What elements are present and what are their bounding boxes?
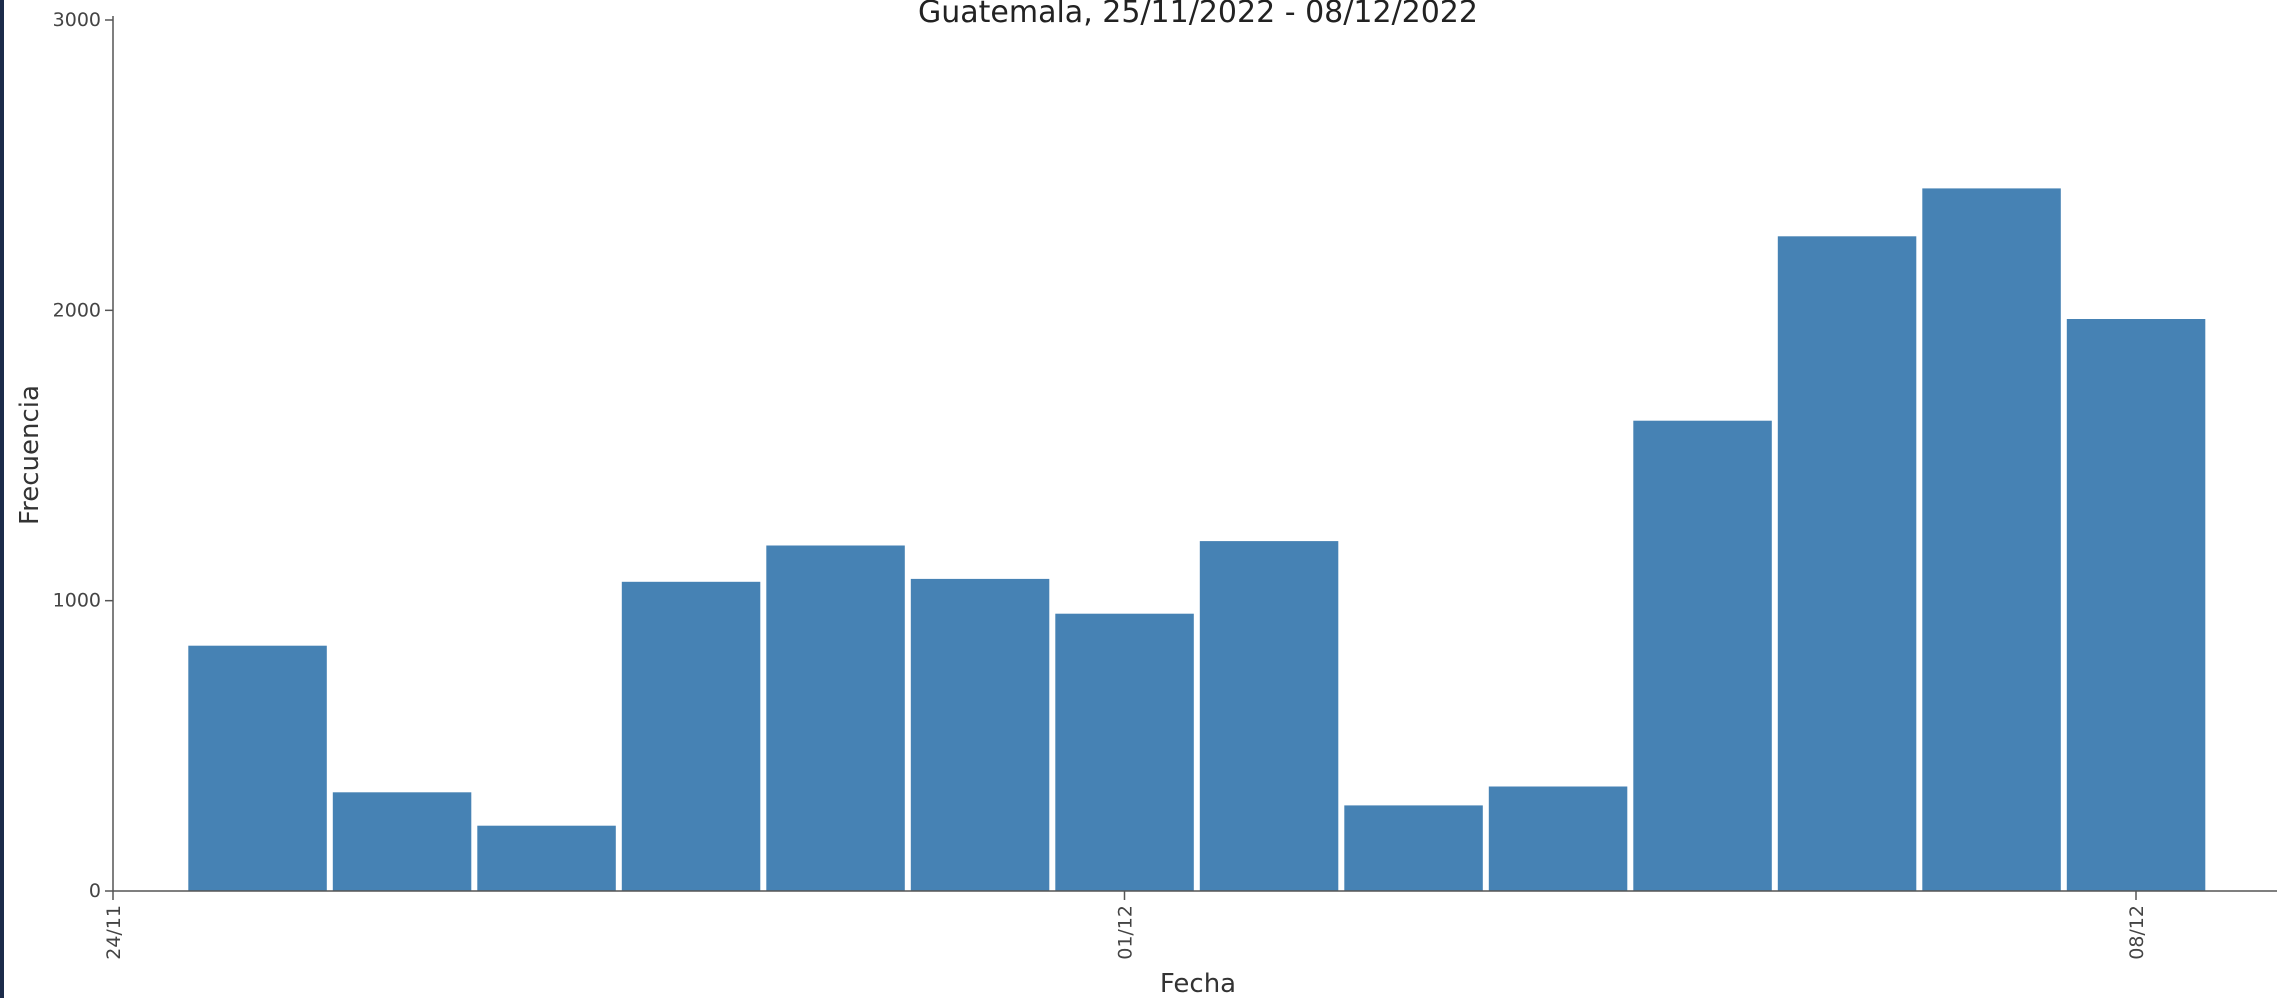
bar-29/11: [766, 545, 905, 891]
bar-25/11: [188, 645, 327, 891]
bar-06/12: [1777, 236, 1917, 892]
y-tick-label: 2000: [53, 299, 101, 321]
chart-title: Guatemala, 25/11/2022 - 08/12/2022: [918, 0, 1478, 30]
bar-01/12: [1055, 613, 1194, 891]
y-tick-label: 0: [89, 880, 101, 902]
bar-08/12: [2066, 319, 2206, 891]
x-axis-title: Fecha: [1160, 969, 1236, 998]
bar-05/12: [1633, 420, 1772, 891]
bar-27/11: [477, 825, 616, 891]
window-frame-edge: [0, 0, 4, 998]
bar-28/11: [621, 581, 761, 891]
y-tick-label: 1000: [53, 590, 101, 612]
bar-30/11: [910, 578, 1050, 891]
bar-04/12: [1488, 786, 1628, 891]
bars-group: [188, 188, 2206, 892]
x-tick-label: 08/12: [2126, 905, 2148, 960]
x-tick-label: 24/11: [103, 905, 125, 960]
y-axis: 0 1000 2000 3000: [53, 9, 114, 902]
bar-02/12: [1199, 541, 1339, 891]
x-axis: 24/11 01/12 08/12: [103, 890, 2277, 960]
y-axis-title: Frecuencia: [15, 385, 45, 525]
bar-03/12: [1344, 805, 1483, 891]
x-tick-label: 01/12: [1115, 905, 1137, 960]
y-tick-label: 3000: [53, 9, 101, 31]
bar-26/11: [332, 792, 472, 891]
bar-07/12: [1922, 188, 2061, 891]
